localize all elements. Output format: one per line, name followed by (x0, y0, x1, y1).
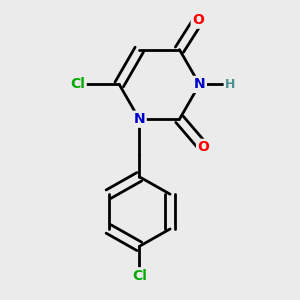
Text: N: N (194, 77, 205, 92)
Text: N: N (134, 112, 145, 126)
Text: H: H (225, 78, 236, 91)
Text: Cl: Cl (70, 77, 85, 92)
Text: O: O (192, 13, 204, 27)
Text: Cl: Cl (132, 269, 147, 283)
Text: O: O (198, 140, 209, 154)
